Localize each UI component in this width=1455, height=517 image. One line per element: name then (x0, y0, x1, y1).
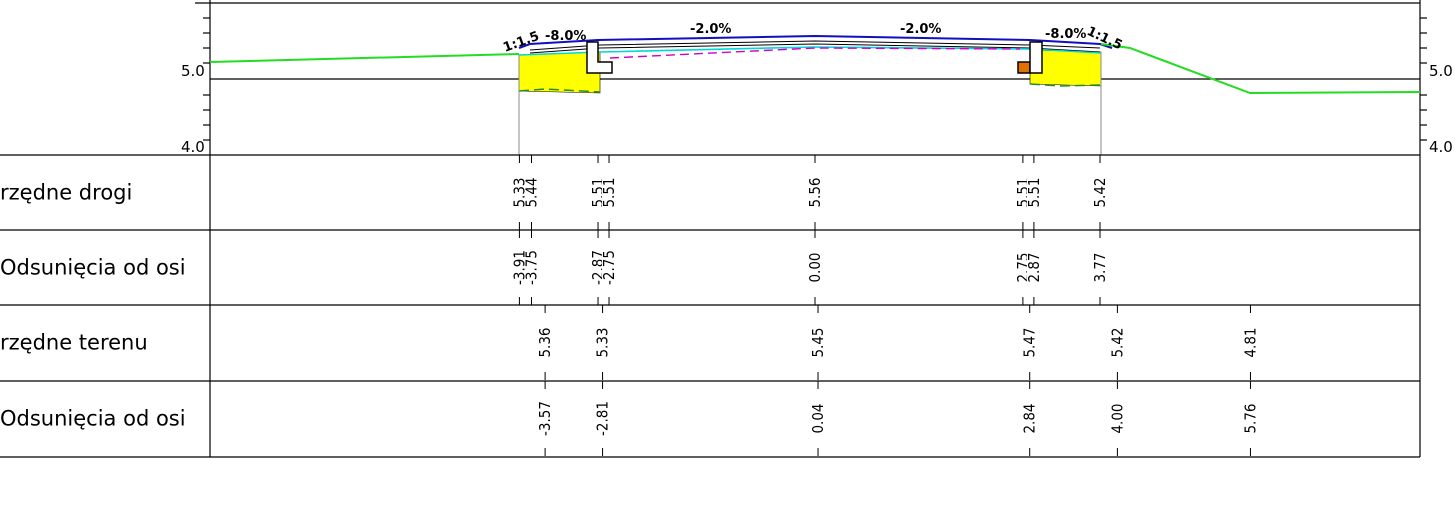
row-3-value-bg-5 (1243, 396, 1258, 441)
row-2-value-bg-0 (538, 320, 553, 365)
right-fill-bottom (1029, 83, 1102, 87)
row-0-value-6: 5.51 (1025, 177, 1043, 207)
slope-label-right-1-1-5: 1:1.5 (1084, 24, 1124, 53)
magenta-layer (609, 47, 1021, 59)
row-0-value-bg-2 (591, 170, 606, 215)
row-3-value-1: -2.81 (594, 401, 612, 436)
pavement-layer-1 (529, 40, 1101, 51)
slope-label-left-2: -2.0% (690, 22, 731, 37)
row-0-value-4: 5.56 (806, 177, 824, 207)
row-3-value-bg-0 (538, 396, 553, 441)
row-3-value-3: 2.84 (1021, 403, 1039, 433)
row-0-value-3: 5.51 (600, 177, 618, 207)
slope-label-right-2: -2.0% (900, 22, 941, 37)
row-2-value-0: 5.36 (536, 327, 554, 357)
slope-label-right-8: -8.0% (1045, 27, 1086, 42)
road-surface-line (518, 34, 1113, 49)
row-0-value-bg-5 (1015, 170, 1030, 215)
right-axis-ticks (1420, 17, 1427, 141)
right-axis-label-5: 5.0 (1429, 62, 1453, 80)
row-0-value-bg-7 (1093, 170, 1108, 215)
row-1-value-4: 0.00 (806, 252, 824, 282)
row-3-value-0: -3.57 (536, 401, 554, 436)
row-1-value-bg-4 (808, 245, 822, 290)
row-1-value-bg-2 (591, 245, 606, 290)
row-2-value-1: 5.33 (594, 327, 612, 357)
left-fill-bottom (518, 88, 601, 93)
left-curb (586, 41, 613, 74)
row-0-value-bg-1 (524, 170, 539, 215)
row-3-value-bg-4 (1110, 396, 1125, 441)
right-axis-label-4: 4.0 (1429, 138, 1453, 156)
row-1-value-bg-5 (1015, 245, 1030, 290)
slope-label-left-8: -8.0% (545, 29, 586, 44)
row-2-value-2: 5.45 (809, 327, 827, 357)
row-0-value-bg-3 (602, 170, 617, 215)
row-0-value-0: 5.33 (510, 177, 528, 207)
row-3-value-5: 5.76 (1241, 403, 1259, 433)
row-2-value-bg-5 (1243, 320, 1258, 365)
row-3-value-bg-1 (595, 396, 610, 441)
row-2-value-4: 5.42 (1108, 327, 1126, 357)
table-content: rzędne drogi 5.335.44 5.515.51 5.56 5.515.51… (0, 155, 1259, 456)
row-0-value-bg-0 (512, 170, 527, 215)
row-3-value-4: 4.00 (1108, 403, 1126, 433)
row-2-value-bg-2 (811, 320, 826, 365)
row-2-value-bg-3 (1022, 320, 1037, 365)
row-0-value-1: 5.44 (523, 177, 541, 207)
row-1-value-1: -3.75 (523, 250, 541, 285)
row-1-value-0: -3.91 (510, 250, 528, 285)
row-3-value-bg-3 (1022, 396, 1037, 441)
profile-area (195, 0, 1427, 155)
row-0-value-bg-6 (1026, 170, 1041, 215)
pavement-layer-2 (529, 43, 1101, 54)
row-label-0: rzędne drogi (0, 181, 132, 205)
right-curb (1017, 41, 1043, 74)
terrain-line-right (1100, 43, 1421, 95)
row-1-value-bg-6 (1026, 245, 1041, 290)
row-2-value-bg-4 (1110, 320, 1125, 365)
row-1-value-6: 2.87 (1025, 252, 1043, 282)
left-axis-label-4: 4.0 (181, 138, 205, 156)
row-1-value-bg-1 (524, 245, 539, 290)
row-label-3: Odsunięcia od osi (0, 407, 186, 431)
row-3-value-bg-2 (811, 396, 826, 441)
left-axis-ticks (203, 17, 210, 141)
row-3-value-2: 0.04 (809, 403, 827, 433)
data-table (0, 154, 1421, 458)
row-1-value-7: 3.77 (1091, 252, 1109, 282)
terrain-line (209, 53, 520, 63)
row-1-value-bg-7 (1093, 245, 1108, 290)
left-axis-label-5: 5.0 (181, 62, 205, 80)
row-1-value-bg-3 (602, 245, 617, 290)
row-label-1: Odsunięcia od osi (0, 256, 186, 280)
row-1-value-bg-0 (512, 245, 527, 290)
row-1-value-3: -2.75 (600, 250, 618, 285)
row-2-value-bg-1 (595, 320, 610, 365)
slope-label-left-1-1-5: 1:1.5 (501, 29, 541, 56)
row-0-value-bg-4 (808, 170, 822, 215)
row-0-value-7: 5.42 (1091, 177, 1109, 207)
row-2-value-5: 4.81 (1241, 327, 1259, 357)
row-2-value-3: 5.47 (1021, 327, 1039, 357)
row-label-2: rzędne terenu (0, 331, 148, 355)
cyan-layer (518, 46, 1102, 56)
